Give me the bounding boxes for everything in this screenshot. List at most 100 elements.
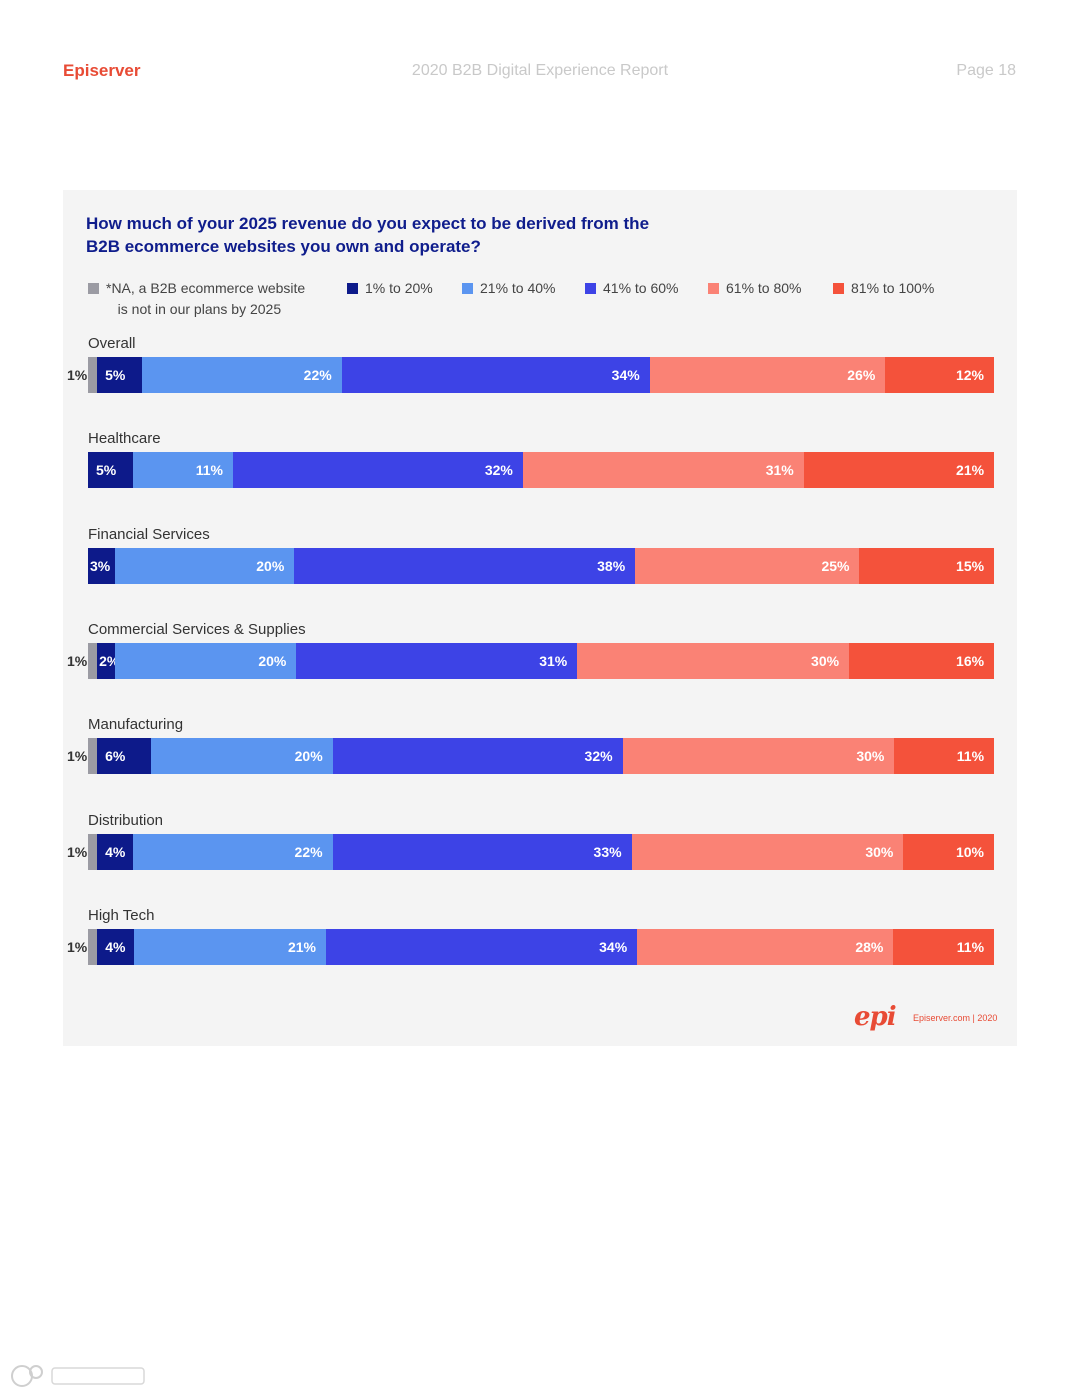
bar-segment: 20% bbox=[114, 548, 295, 584]
legend-label: 41% to 60% bbox=[603, 280, 679, 296]
bar-segment: 30% bbox=[622, 738, 895, 774]
data-label: 30% bbox=[856, 748, 885, 764]
data-label: 1% bbox=[67, 748, 88, 764]
bar-segment: 21% bbox=[803, 452, 995, 488]
bar-segment: 5% bbox=[88, 452, 134, 488]
stacked-bar: 3% 20% 38% 25% 15% bbox=[88, 548, 995, 584]
category-label: Overall bbox=[88, 335, 136, 352]
bar-segment: 32% bbox=[332, 738, 623, 774]
legend-label: 21% to 40% bbox=[480, 280, 556, 296]
data-label: 11% bbox=[956, 939, 985, 955]
category-label: Commercial Services & Supplies bbox=[88, 621, 306, 638]
bar-segment: 11% bbox=[133, 452, 233, 488]
category-label: High Tech bbox=[88, 907, 155, 924]
bar-segment bbox=[88, 834, 98, 870]
bar-segment: 33% bbox=[332, 834, 632, 870]
chart-legend: *NA, a B2B ecommerce website is not in o… bbox=[88, 278, 988, 318]
legend-label: 1% to 20% bbox=[365, 280, 433, 296]
data-label: 25% bbox=[821, 558, 850, 574]
bar-segment: 10% bbox=[903, 834, 994, 870]
data-label: 4% bbox=[105, 844, 126, 860]
legend-item: 21% to 40% bbox=[462, 278, 556, 299]
page-number: Page 18 bbox=[956, 62, 1016, 79]
data-label: 5% bbox=[105, 367, 126, 383]
legend-item: 81% to 100% bbox=[833, 278, 934, 299]
bar-segment: 32% bbox=[232, 452, 523, 488]
bar-segment: 30% bbox=[577, 643, 850, 679]
data-label: 6% bbox=[105, 748, 126, 764]
data-label: 20% bbox=[256, 558, 285, 574]
bar-segment: 21% bbox=[133, 929, 326, 965]
legend-swatch bbox=[708, 283, 719, 294]
stacked-bar: 5% 11% 32% 31% 21% bbox=[88, 452, 995, 488]
bar-segment: 20% bbox=[115, 643, 297, 679]
data-label: 16% bbox=[956, 653, 985, 669]
data-label: 38% bbox=[597, 558, 626, 574]
data-label: 5% bbox=[96, 462, 117, 478]
data-label: 21% bbox=[287, 939, 316, 955]
data-label: 12% bbox=[955, 367, 984, 383]
data-label: 1% bbox=[67, 939, 88, 955]
legend-label: 61% to 80% bbox=[726, 280, 802, 296]
data-label: 21% bbox=[956, 462, 985, 478]
bar-segment: 16% bbox=[849, 643, 995, 679]
data-label: 34% bbox=[611, 367, 640, 383]
bar-segment bbox=[88, 929, 98, 965]
data-label: 20% bbox=[258, 653, 287, 669]
bar-segment: 34% bbox=[341, 357, 650, 393]
bar-segment: 28% bbox=[637, 929, 894, 965]
bar-segment: 6% bbox=[97, 738, 152, 774]
bar-segment: 30% bbox=[631, 834, 904, 870]
legend-item: 1% to 20% bbox=[347, 278, 433, 299]
data-label: 15% bbox=[956, 558, 985, 574]
data-label: 30% bbox=[865, 844, 894, 860]
legend-item: 41% to 60% bbox=[585, 278, 679, 299]
stacked-bar: 2% 20% 31% 30% 16% bbox=[88, 643, 995, 679]
data-label: 32% bbox=[484, 462, 513, 478]
legend-label: *NA, a B2B ecommerce website is not in o… bbox=[106, 280, 306, 317]
epi-logo: epi bbox=[854, 1002, 897, 1032]
legend-swatch bbox=[585, 283, 596, 294]
bar-segment: 2% bbox=[97, 643, 119, 679]
watermark-logo bbox=[11, 1365, 145, 1387]
bar-segment: 22% bbox=[142, 357, 342, 393]
data-label: 34% bbox=[599, 939, 628, 955]
bar-segment: 26% bbox=[649, 357, 886, 393]
data-label: 20% bbox=[294, 748, 323, 764]
data-label: 1% bbox=[67, 653, 88, 669]
bar-segment bbox=[88, 643, 98, 679]
data-label: 31% bbox=[765, 462, 794, 478]
footer-credit: Episerver.com | 2020 bbox=[913, 1013, 998, 1023]
bar-segment: 3% bbox=[88, 548, 115, 584]
data-label: 4% bbox=[105, 939, 126, 955]
brand-logo: Episerver bbox=[63, 61, 141, 80]
document-title: 2020 B2B Digital Experience Report bbox=[411, 62, 669, 79]
data-label: 33% bbox=[593, 844, 622, 860]
legend-swatch bbox=[88, 283, 99, 294]
bar-segment: 11% bbox=[893, 929, 995, 965]
legend-swatch bbox=[347, 283, 358, 294]
stacked-bar: 4% 22% 33% 30% 10% bbox=[88, 834, 994, 870]
data-label: 2% bbox=[99, 653, 120, 669]
bar-segment: 4% bbox=[97, 929, 134, 965]
stacked-bar-chart: Overall 1% 5% 22% 34% 26% 12% Healthcare 5% 11% 32… bbox=[63, 190, 1017, 1046]
bar-segment: 4% bbox=[97, 834, 134, 870]
category-label: Distribution bbox=[88, 812, 164, 829]
data-label: 10% bbox=[955, 844, 984, 860]
category-label: Financial Services bbox=[88, 526, 210, 543]
data-label: 32% bbox=[584, 748, 613, 764]
bar-segment: 5% bbox=[97, 357, 143, 393]
legend-swatch bbox=[462, 283, 473, 294]
bar-segment: 12% bbox=[885, 357, 994, 393]
bar-segment: 22% bbox=[133, 834, 333, 870]
data-label: 28% bbox=[855, 939, 884, 955]
bar-segment: 15% bbox=[859, 548, 995, 584]
stacked-bar: 4% 21% 34% 28% 11% bbox=[88, 929, 995, 965]
bar-segment: 31% bbox=[296, 643, 578, 679]
bar-segment: 11% bbox=[894, 738, 995, 774]
data-label: 1% bbox=[67, 367, 88, 383]
data-label: 3% bbox=[90, 558, 111, 574]
data-label: 31% bbox=[539, 653, 568, 669]
bar-segment: 31% bbox=[522, 452, 804, 488]
data-label: 22% bbox=[294, 844, 323, 860]
